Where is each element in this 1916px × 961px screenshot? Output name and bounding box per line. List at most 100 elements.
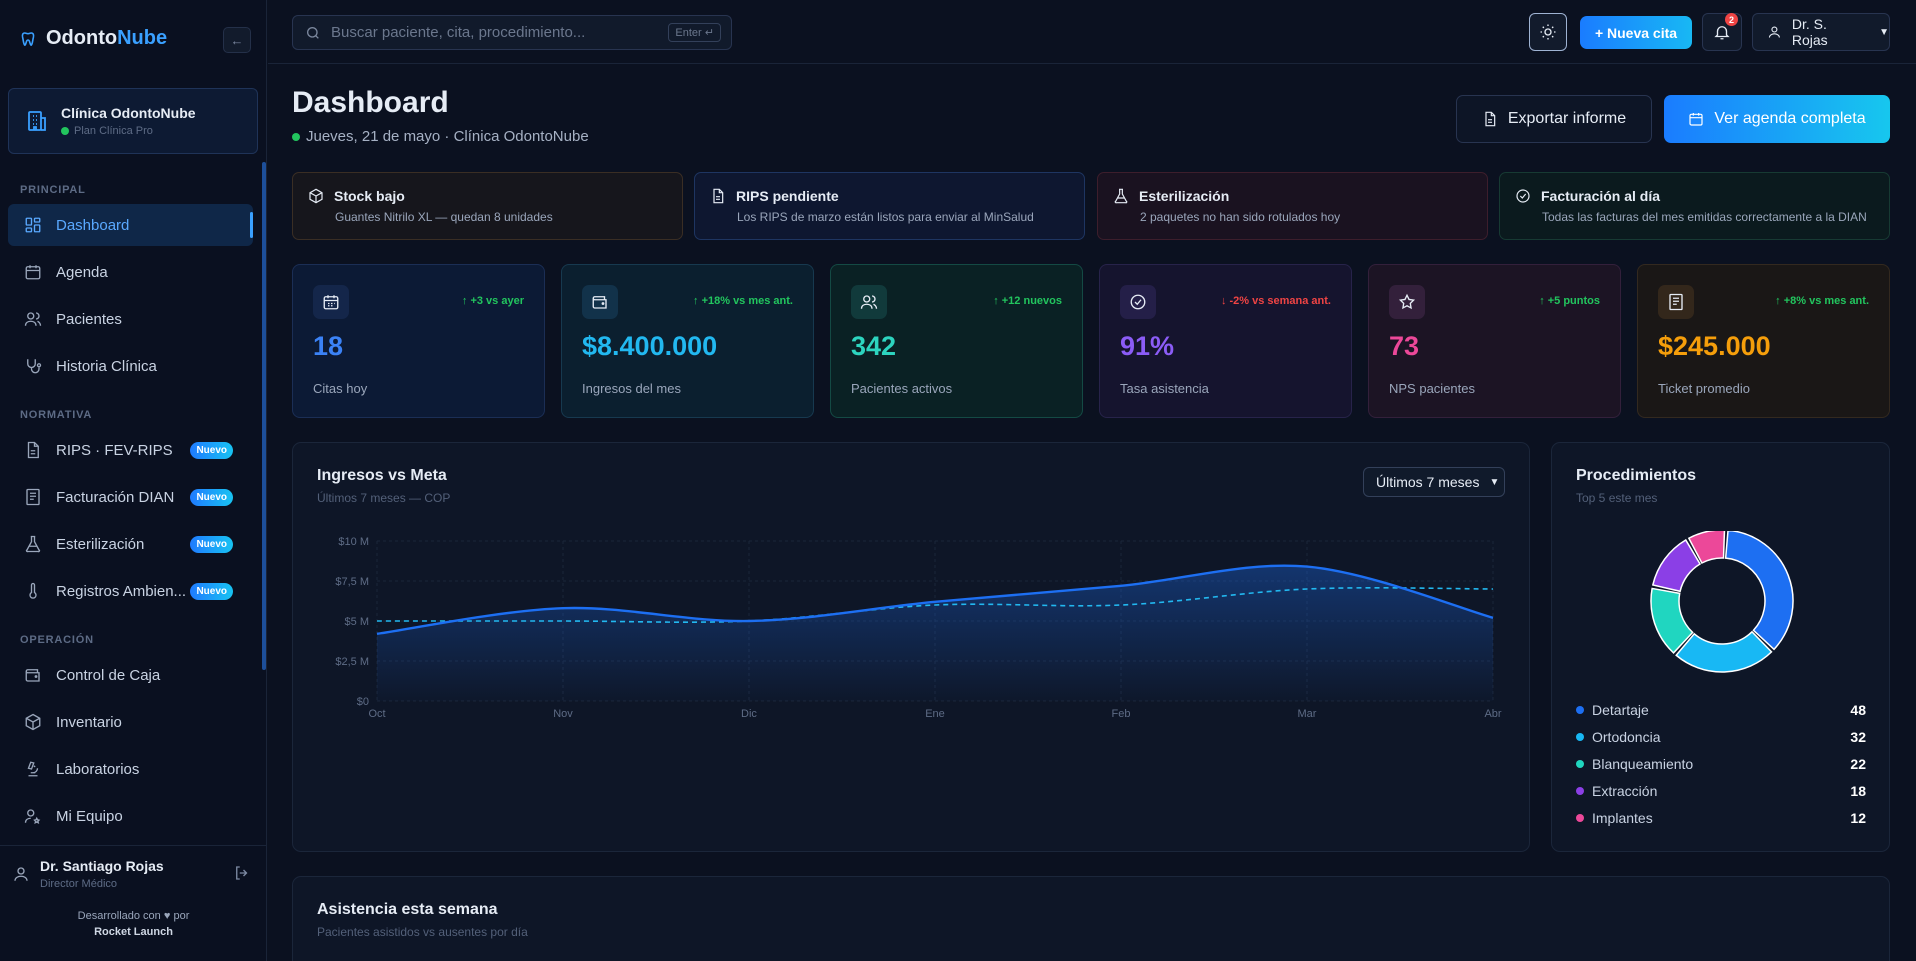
bell-icon	[1714, 26, 1730, 40]
legend-item: Extracción 18	[1576, 782, 1866, 800]
star-icon	[1398, 293, 1416, 310]
kpi-tasa-asistencia[interactable]: ↓ -2% vs semana ant. 91% Tasa asistencia	[1099, 264, 1352, 418]
range-select[interactable]: Últimos 7 meses ▼	[1363, 467, 1505, 497]
search-icon	[307, 26, 319, 39]
theme-toggle-button[interactable]	[1529, 13, 1567, 51]
user-name: Dr. Santiago Rojas	[40, 857, 164, 874]
kpi-label: Tasa asistencia	[1120, 381, 1209, 396]
sidebar-item-facturacion-dian[interactable]: Facturación DIAN Nuevo	[8, 476, 253, 518]
kpi-pacientes-activos[interactable]: ↑ +12 nuevos 342 Pacientes activos	[830, 264, 1083, 418]
donut-slice[interactable]	[1687, 531, 1726, 564]
donut-slice[interactable]	[1651, 538, 1702, 593]
kpi-ticket-promedio[interactable]: ↑ +8% vs mes ant. $245.000 Ticket promed…	[1637, 264, 1890, 418]
sidebar-item-rips[interactable]: RIPS · FEV-RIPS Nuevo	[8, 429, 253, 471]
sidebar-item-esterilizacion[interactable]: Esterilización Nuevo	[8, 523, 253, 565]
kpi-ingresos-mes[interactable]: ↑ +18% vs mes ant. $8.400.000 Ingresos d…	[561, 264, 814, 418]
sidebar-scrollbar[interactable]	[262, 162, 266, 670]
sidebar-item-registros-ambientales[interactable]: Registros Ambien... Nuevo	[8, 570, 253, 612]
credit-company: Rocket Launch	[94, 926, 173, 938]
kpi-value: $8.400.000	[582, 331, 718, 361]
sidebar-item-laboratorios[interactable]: Laboratorios	[8, 748, 253, 790]
alert-body: Los RIPS de marzo están listos para envi…	[737, 210, 1034, 224]
sidebar-item-inventario[interactable]: Inventario	[8, 701, 253, 743]
kpi-label: NPS pacientes	[1389, 381, 1475, 396]
kpi-value: 91%	[1120, 331, 1175, 361]
alert-esterilizacion[interactable]: Esterilización 2 paquetes no han sido ro…	[1097, 172, 1488, 240]
sidebar-item-mi-equipo[interactable]: Mi Equipo	[8, 795, 253, 837]
donut-slice[interactable]	[1675, 630, 1773, 673]
target-line	[376, 587, 1494, 623]
new-appointment-button[interactable]: + Nueva cita	[1580, 16, 1692, 49]
kpi-citas-hoy[interactable]: ↑ +3 vs ayer 18 Citas hoy	[292, 264, 545, 418]
search-input[interactable]	[331, 24, 661, 41]
kpi-label: Ingresos del mes	[582, 381, 681, 396]
sidebar-item-label: RIPS · FEV-RIPS	[56, 441, 173, 459]
sidebar-item-control-de-caja[interactable]: Control de Caja	[8, 654, 253, 696]
collapse-sidebar-button[interactable]: ←	[223, 27, 251, 53]
credit-text: Desarrollado con	[77, 910, 161, 922]
attendance-title: Asistencia esta semana	[317, 901, 498, 918]
new-badge: Nuevo	[190, 442, 233, 459]
notification-count-badge: 2	[1725, 13, 1738, 26]
sidebar-nav[interactable]: PRINCIPAL Dashboard Agenda Pacientes His…	[0, 170, 267, 845]
user-card[interactable]: Dr. Santiago Rojas Director Médico	[0, 845, 267, 901]
donut-slice[interactable]	[1724, 531, 1794, 651]
chevron-down-icon: ▼	[1879, 26, 1889, 38]
kpi-icon-box	[1658, 285, 1694, 319]
status-dot	[61, 127, 69, 135]
document-icon	[1485, 111, 1496, 127]
sidebar-item-label: Registros Ambien...	[56, 582, 187, 600]
brand-logo[interactable]: OdontoNube	[20, 27, 167, 50]
profile-menu[interactable]: Dr. S. Rojas ▼	[1752, 13, 1890, 51]
arrow-left-icon: ←	[230, 32, 244, 48]
logout-icon[interactable]	[233, 864, 251, 882]
sidebar-item-agenda[interactable]: Agenda	[8, 251, 253, 293]
revenue-title: Ingresos vs Meta	[317, 467, 447, 484]
kpi-delta: ↑ +5 puntos	[1539, 295, 1600, 307]
kpi-icon-box	[1389, 285, 1425, 319]
legend-label: Extracción	[1592, 783, 1658, 799]
kpi-label: Ticket promedio	[1658, 381, 1750, 396]
view-agenda-button[interactable]: Ver agenda completa	[1664, 95, 1890, 143]
donut-slice[interactable]	[1650, 587, 1694, 654]
sidebar-item-dashboard[interactable]: Dashboard	[8, 204, 253, 246]
kpi-nps[interactable]: ↑ +5 puntos 73 NPS pacientes	[1368, 264, 1621, 418]
legend-label: Detartaje	[1592, 702, 1649, 718]
alert-rips[interactable]: RIPS pendiente Los RIPS de marzo están l…	[694, 172, 1085, 240]
x-tick-label: Oct	[368, 708, 385, 720]
sun-icon	[1540, 24, 1556, 40]
nav-section-normativa: NORMATIVA	[20, 409, 93, 421]
kpi-delta: ↑ +8% vs mes ant.	[1775, 295, 1869, 307]
alert-facturacion[interactable]: Facturación al día Todas las facturas de…	[1499, 172, 1890, 240]
box-icon	[25, 713, 41, 731]
clinic-plan-label: Plan Clínica Pro	[74, 125, 153, 137]
legend-label: Blanqueamiento	[1592, 756, 1694, 772]
status-dot	[292, 132, 300, 141]
procedures-title: Procedimientos	[1576, 467, 1697, 484]
nav-section-operacion: OPERACIÓN	[20, 634, 94, 646]
y-tick-label: $0	[357, 696, 369, 708]
search-box[interactable]: Enter ↵	[292, 15, 732, 50]
export-report-button[interactable]: Exportar informe	[1456, 95, 1652, 143]
users-icon	[860, 295, 878, 309]
revenue-chart: $0 $2,5 M $5 M $7,5 M $10 M Oct Nov Dic Ene Feb Ma…	[335, 536, 1502, 720]
sidebar-item-pacientes[interactable]: Pacientes	[8, 298, 253, 340]
x-tick-label: Nov	[553, 708, 573, 720]
attendance-subtitle: Pacientes asistidos vs ausentes por día	[317, 925, 528, 939]
stethoscope-icon	[27, 359, 42, 374]
y-tick-label: $7,5 M	[335, 576, 369, 588]
alert-title: Stock bajo	[334, 188, 405, 204]
grid-icon	[25, 217, 41, 233]
kpi-value: 73	[1389, 331, 1420, 361]
x-tick-label: Dic	[741, 708, 757, 720]
profile-name: Dr. S. Rojas	[1791, 16, 1828, 48]
procedures-subtitle: Top 5 este mes	[1576, 491, 1658, 505]
notifications-button[interactable]: 2	[1702, 13, 1742, 51]
kpi-label: Pacientes activos	[851, 381, 953, 396]
alert-stock[interactable]: Stock bajo Guantes Nitrilo XL — quedan 8…	[292, 172, 683, 240]
sidebar-item-historia-clinica[interactable]: Historia Clínica	[8, 345, 253, 387]
clinic-switcher[interactable]: Clínica OdontoNube Plan Clínica Pro	[8, 88, 258, 154]
clinic-name: Clínica OdontoNube	[61, 105, 196, 121]
x-tick-label: Abr	[1484, 708, 1501, 720]
